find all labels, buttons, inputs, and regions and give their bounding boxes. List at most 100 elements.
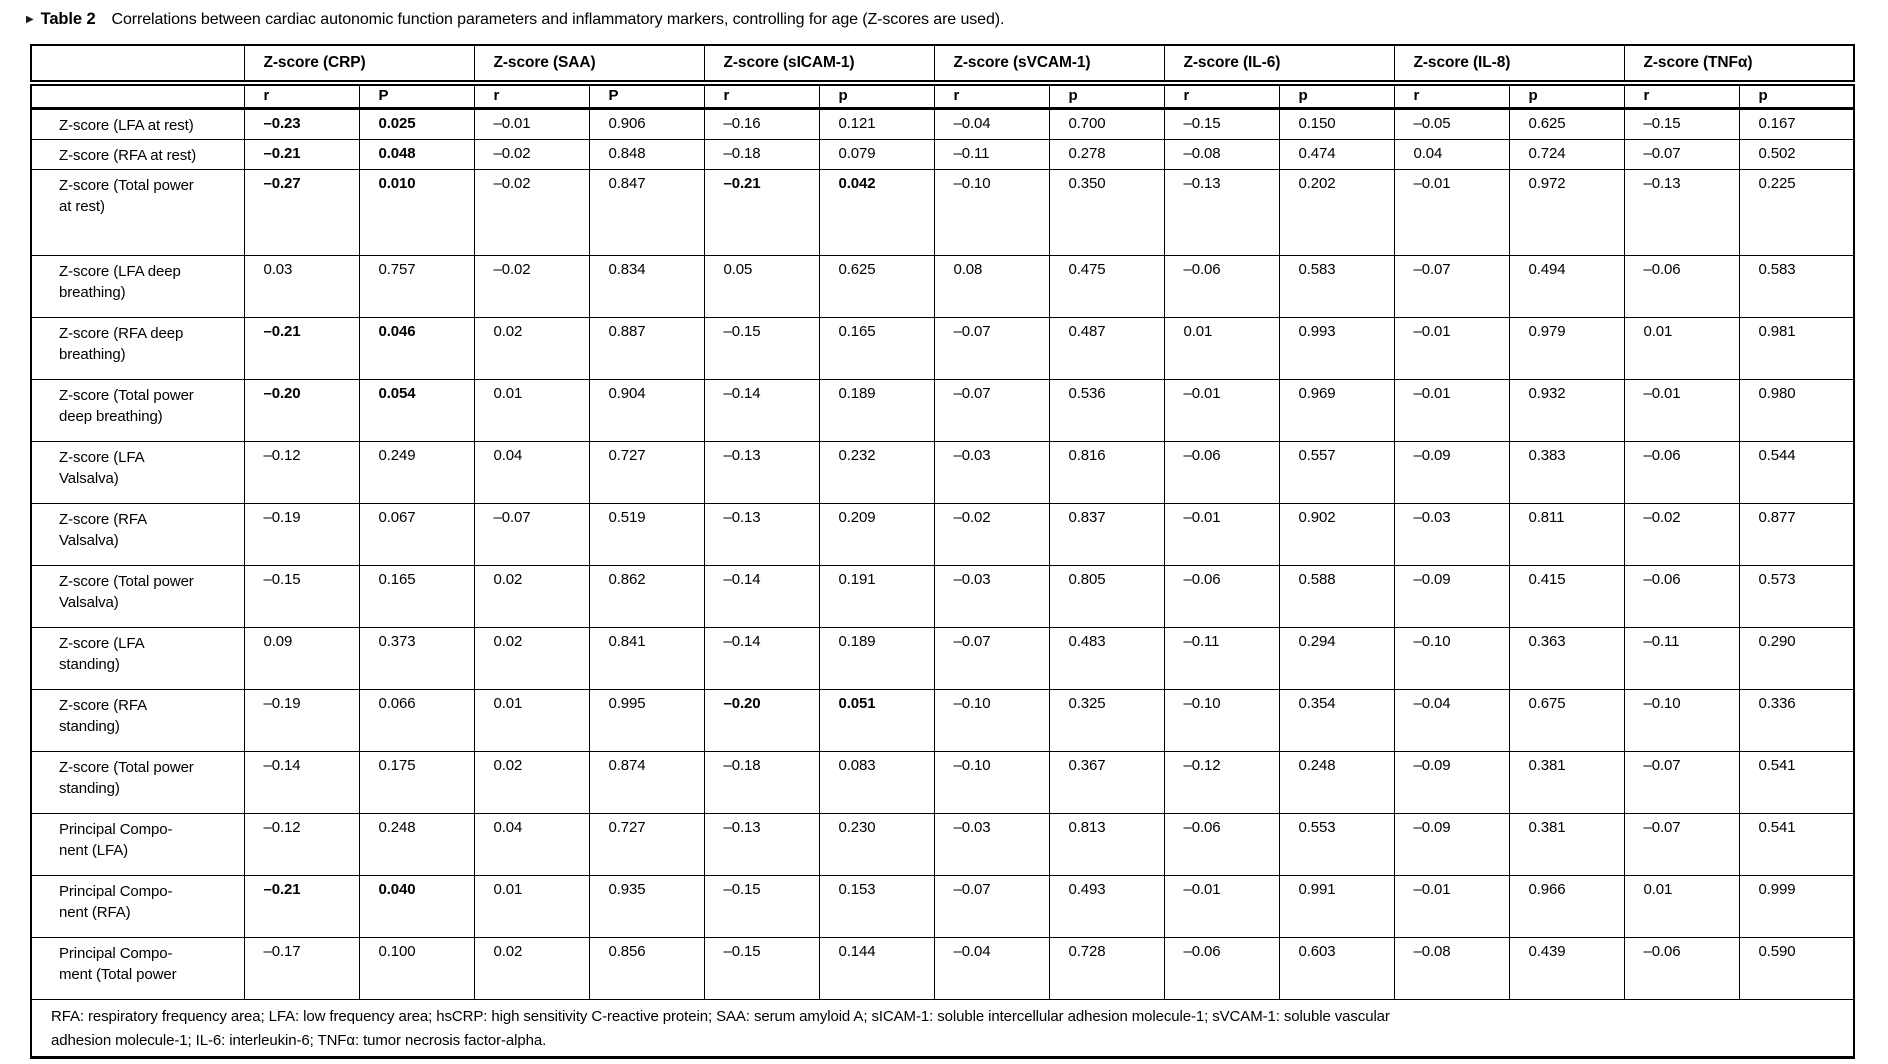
- row-label: Z-score (RFA standing): [30, 689, 245, 752]
- table-row: Z-score (RFA at rest) –0.21 0.048 –0.02 0.84…: [30, 139, 1855, 170]
- value-cell: 0.573: [1738, 565, 1855, 628]
- statistic-header: p: [818, 82, 935, 110]
- statistic-header: r: [933, 82, 1050, 110]
- value-cell: 0.700: [1048, 108, 1165, 140]
- row-label: Z-score (LFA deep breathing): [30, 255, 245, 318]
- row-label: Z-score (Total power at rest): [30, 169, 245, 256]
- value-cell: 0.153: [818, 875, 935, 938]
- value-cell: 0.294: [1278, 627, 1395, 690]
- value-cell: 0.727: [588, 813, 705, 876]
- table-row: Z-score (LFA at rest) –0.23 0.025 –0.01 0.90…: [30, 108, 1855, 140]
- value-cell: 0.367: [1048, 751, 1165, 814]
- value-cell: 0.834: [588, 255, 705, 318]
- value-cell: –0.15: [703, 317, 820, 380]
- table-row: Principal Compo- nent (LFA) –0.12 0.248 0.0…: [30, 813, 1855, 876]
- value-cell: 0.144: [818, 937, 935, 1000]
- value-cell: –0.03: [1393, 503, 1510, 566]
- value-cell: 0.03: [243, 255, 360, 318]
- footnote-row: RFA: respiratory frequency area; LFA: lo…: [30, 999, 1855, 1058]
- value-cell: 0.01: [1163, 317, 1280, 380]
- value-cell: 0.01: [1623, 317, 1740, 380]
- value-cell: 0.415: [1508, 565, 1625, 628]
- statistic-header: p: [1738, 82, 1855, 110]
- value-cell: –0.07: [1393, 255, 1510, 318]
- statistic-header: r: [1623, 82, 1740, 110]
- value-cell: –0.13: [703, 503, 820, 566]
- value-cell: 0.848: [588, 139, 705, 170]
- value-cell: 0.877: [1738, 503, 1855, 566]
- value-cell: –0.19: [243, 689, 360, 752]
- value-cell: –0.15: [243, 565, 360, 628]
- row-label: Principal Compo- nent (RFA): [30, 875, 245, 938]
- row-label: Z-score (Total power standing): [30, 751, 245, 814]
- value-cell: 0.972: [1508, 169, 1625, 256]
- value-cell: –0.06: [1163, 565, 1280, 628]
- row-label: Z-score (RFA deep breathing): [30, 317, 245, 380]
- statistic-header: P: [358, 82, 475, 110]
- value-cell: –0.13: [1163, 169, 1280, 256]
- value-cell: 0.536: [1048, 379, 1165, 442]
- value-cell: 0.09: [243, 627, 360, 690]
- value-cell: –0.07: [473, 503, 590, 566]
- value-cell: 0.475: [1048, 255, 1165, 318]
- value-cell: –0.10: [933, 751, 1050, 814]
- value-cell: 0.541: [1738, 751, 1855, 814]
- value-cell: –0.07: [1623, 139, 1740, 170]
- correlation-table: Z-score (CRP) Z-score (SAA) Z-score (sICAM…: [30, 44, 1855, 1059]
- value-cell: 0.042: [818, 169, 935, 256]
- table-row: Z-score (RFA Valsalva) –0.19 0.067 –0.07 0.5…: [30, 503, 1855, 566]
- table-row: Z-score (Total power deep breathing) –0.2…: [30, 379, 1855, 442]
- value-cell: 0.100: [358, 937, 475, 1000]
- value-cell: –0.14: [703, 627, 820, 690]
- value-cell: 0.01: [473, 875, 590, 938]
- value-cell: –0.06: [1623, 441, 1740, 504]
- value-cell: 0.727: [588, 441, 705, 504]
- value-cell: 0.493: [1048, 875, 1165, 938]
- value-cell: –0.17: [243, 937, 360, 1000]
- value-cell: –0.21: [243, 875, 360, 938]
- value-cell: –0.14: [703, 565, 820, 628]
- column-group-header: Z-score (sVCAM-1): [933, 44, 1165, 86]
- value-cell: –0.08: [1163, 139, 1280, 170]
- value-cell: –0.09: [1393, 565, 1510, 628]
- value-cell: –0.14: [243, 751, 360, 814]
- value-cell: –0.07: [933, 317, 1050, 380]
- value-cell: –0.20: [243, 379, 360, 442]
- table-caption-text: Correlations between cardiac autonomic f…: [111, 11, 1005, 28]
- value-cell: 0.603: [1278, 937, 1395, 1000]
- column-group-header: Z-score (IL-8): [1393, 44, 1625, 86]
- value-cell: –0.07: [1623, 813, 1740, 876]
- value-cell: –0.06: [1163, 813, 1280, 876]
- value-cell: –0.14: [703, 379, 820, 442]
- value-cell: –0.21: [703, 169, 820, 256]
- value-cell: 0.01: [473, 689, 590, 752]
- value-cell: 0.350: [1048, 169, 1165, 256]
- value-cell: –0.09: [1393, 441, 1510, 504]
- value-cell: –0.10: [1393, 627, 1510, 690]
- value-cell: 0.588: [1278, 565, 1395, 628]
- value-cell: 0.381: [1508, 751, 1625, 814]
- value-cell: 0.202: [1278, 169, 1395, 256]
- value-cell: –0.13: [1623, 169, 1740, 256]
- value-cell: –0.12: [243, 441, 360, 504]
- value-cell: 0.728: [1048, 937, 1165, 1000]
- column-group-header: Z-score (IL-6): [1163, 44, 1395, 86]
- table-row: Z-score (Total power standing) –0.14 0.175…: [30, 751, 1855, 814]
- value-cell: –0.02: [473, 139, 590, 170]
- value-cell: 0.01: [1623, 875, 1740, 938]
- value-cell: –0.01: [1623, 379, 1740, 442]
- value-cell: 0.05: [703, 255, 820, 318]
- column-group-header: Z-score (SAA): [473, 44, 705, 86]
- value-cell: –0.21: [243, 139, 360, 170]
- value-cell: 0.969: [1278, 379, 1395, 442]
- value-cell: –0.11: [1623, 627, 1740, 690]
- value-cell: 0.290: [1738, 627, 1855, 690]
- value-cell: 0.121: [818, 108, 935, 140]
- value-cell: –0.01: [473, 108, 590, 140]
- value-cell: 0.541: [1738, 813, 1855, 876]
- table-header: Z-score (CRP) Z-score (SAA) Z-score (sICAM…: [30, 44, 1855, 110]
- value-cell: 0.383: [1508, 441, 1625, 504]
- value-cell: –0.06: [1163, 937, 1280, 1000]
- value-cell: 0.079: [818, 139, 935, 170]
